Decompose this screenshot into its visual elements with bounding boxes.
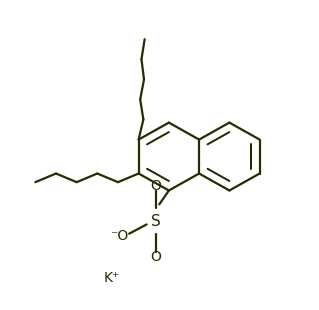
Text: ⁻O: ⁻O (110, 229, 129, 243)
Text: K⁺: K⁺ (104, 272, 120, 286)
Text: O: O (151, 179, 162, 193)
Text: O: O (151, 250, 162, 264)
Text: S: S (151, 214, 161, 229)
